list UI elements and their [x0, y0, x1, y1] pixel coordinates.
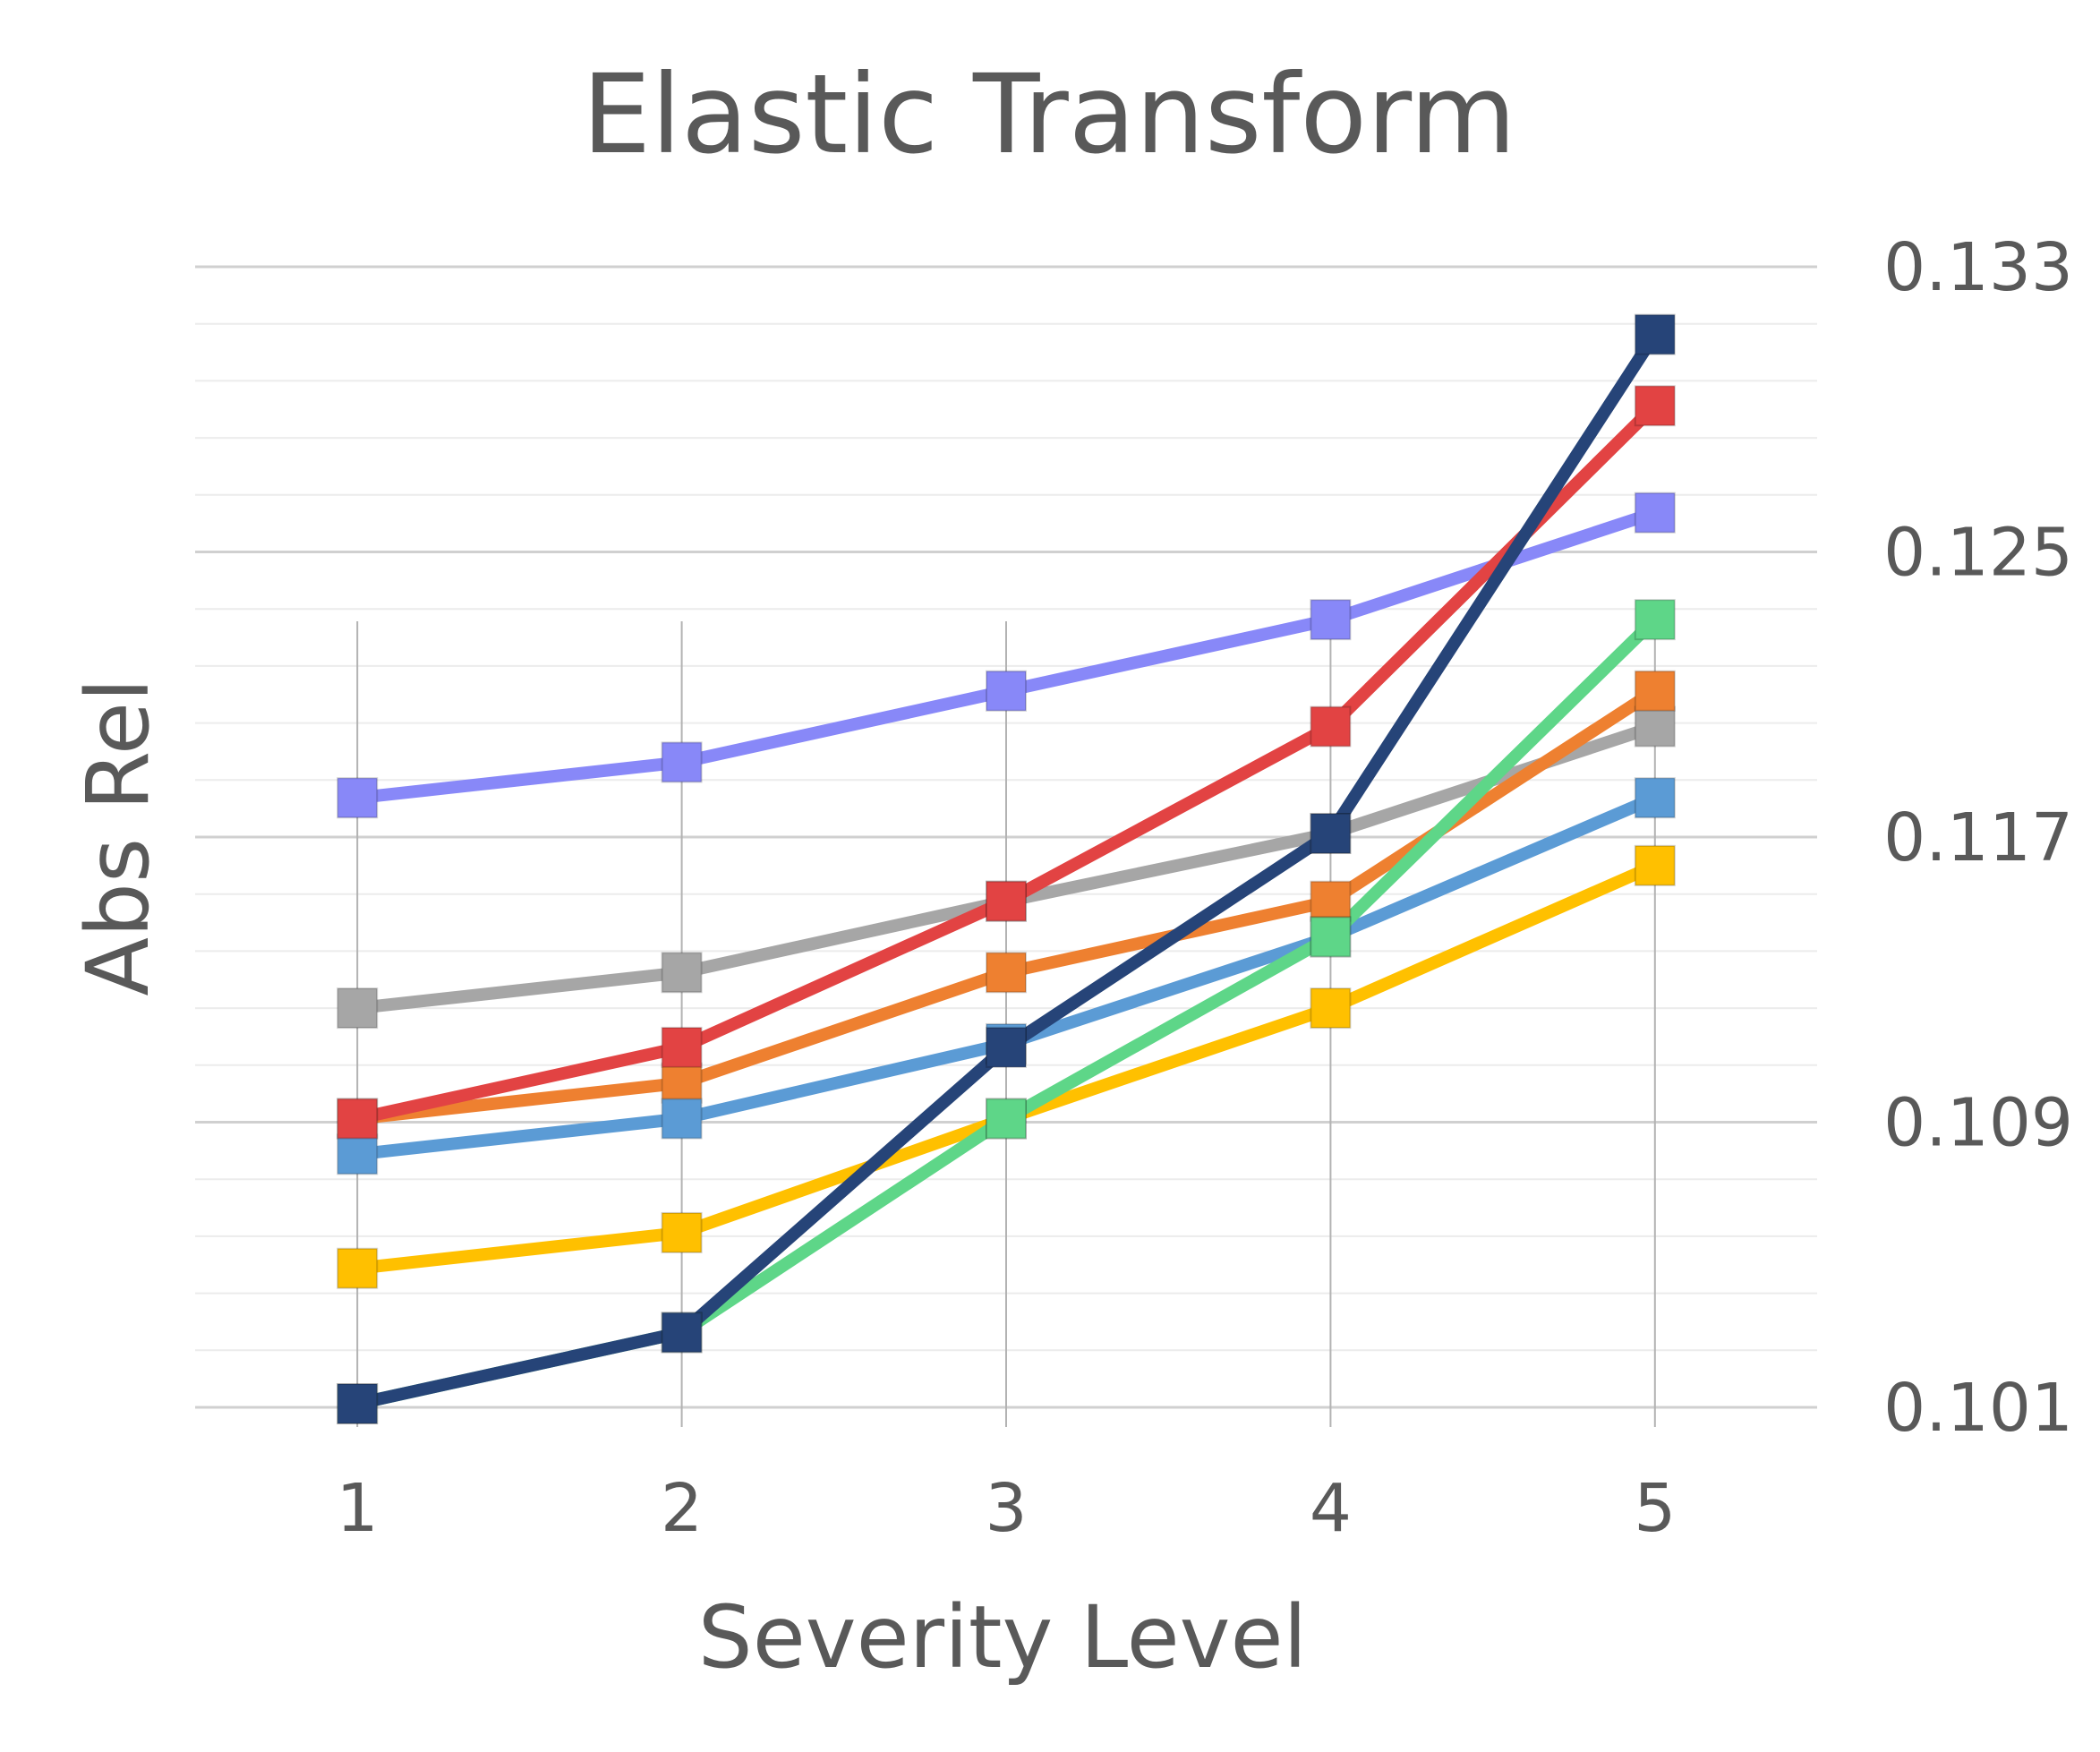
- data-point: [1634, 313, 1676, 355]
- y-tick-label: 0.109: [1883, 1085, 2073, 1162]
- data-point: [1634, 670, 1676, 712]
- data-point: [1634, 844, 1676, 886]
- data-point: [661, 1098, 703, 1140]
- data-point: [661, 1026, 703, 1068]
- data-point: [1310, 813, 1352, 855]
- series-markers: [337, 313, 1676, 1425]
- data-point: [1310, 987, 1352, 1030]
- data-point: [337, 1383, 379, 1425]
- data-point: [1634, 491, 1676, 534]
- data-point: [1310, 880, 1352, 922]
- data-point: [661, 1312, 703, 1354]
- data-point: [986, 1026, 1027, 1068]
- y-axis-ticks: 0.101 0.109 0.117 0.125 0.133: [1883, 229, 2073, 1447]
- data-point: [1310, 705, 1352, 748]
- x-tick-label: 5: [1634, 1470, 1676, 1547]
- x-axis-label: Severity Level: [698, 1587, 1307, 1688]
- data-point: [661, 952, 703, 994]
- y-tick-label: 0.117: [1883, 799, 2073, 876]
- y-tick-label: 0.101: [1883, 1370, 2073, 1447]
- data-point: [1634, 599, 1676, 641]
- data-point: [337, 1133, 379, 1175]
- data-point: [1634, 777, 1676, 819]
- data-point: [337, 1247, 379, 1289]
- data-point: [661, 1062, 703, 1104]
- data-point: [1634, 385, 1676, 427]
- x-tick-label: 3: [985, 1470, 1027, 1547]
- data-point: [337, 987, 379, 1030]
- x-tick-label: 4: [1310, 1470, 1352, 1547]
- data-point: [337, 1098, 379, 1140]
- y-tick-label: 0.133: [1883, 229, 2073, 306]
- x-tick-label: 1: [337, 1470, 379, 1547]
- data-point: [986, 952, 1027, 994]
- data-point: [1634, 705, 1676, 748]
- data-point: [337, 777, 379, 819]
- data-point: [986, 670, 1027, 712]
- chart-title: Elastic Transform: [582, 51, 1516, 178]
- data-point: [986, 1098, 1027, 1140]
- y-axis-label: Abs Rel: [68, 678, 168, 996]
- data-point: [661, 741, 703, 783]
- x-axis-ticks: 1 2 3 4 5: [337, 1470, 1677, 1547]
- y-tick-label: 0.125: [1883, 515, 2073, 592]
- data-point: [1310, 916, 1352, 958]
- x-tick-label: 2: [661, 1470, 703, 1547]
- data-point: [661, 1211, 703, 1253]
- data-point: [986, 880, 1027, 922]
- data-point: [1310, 599, 1352, 641]
